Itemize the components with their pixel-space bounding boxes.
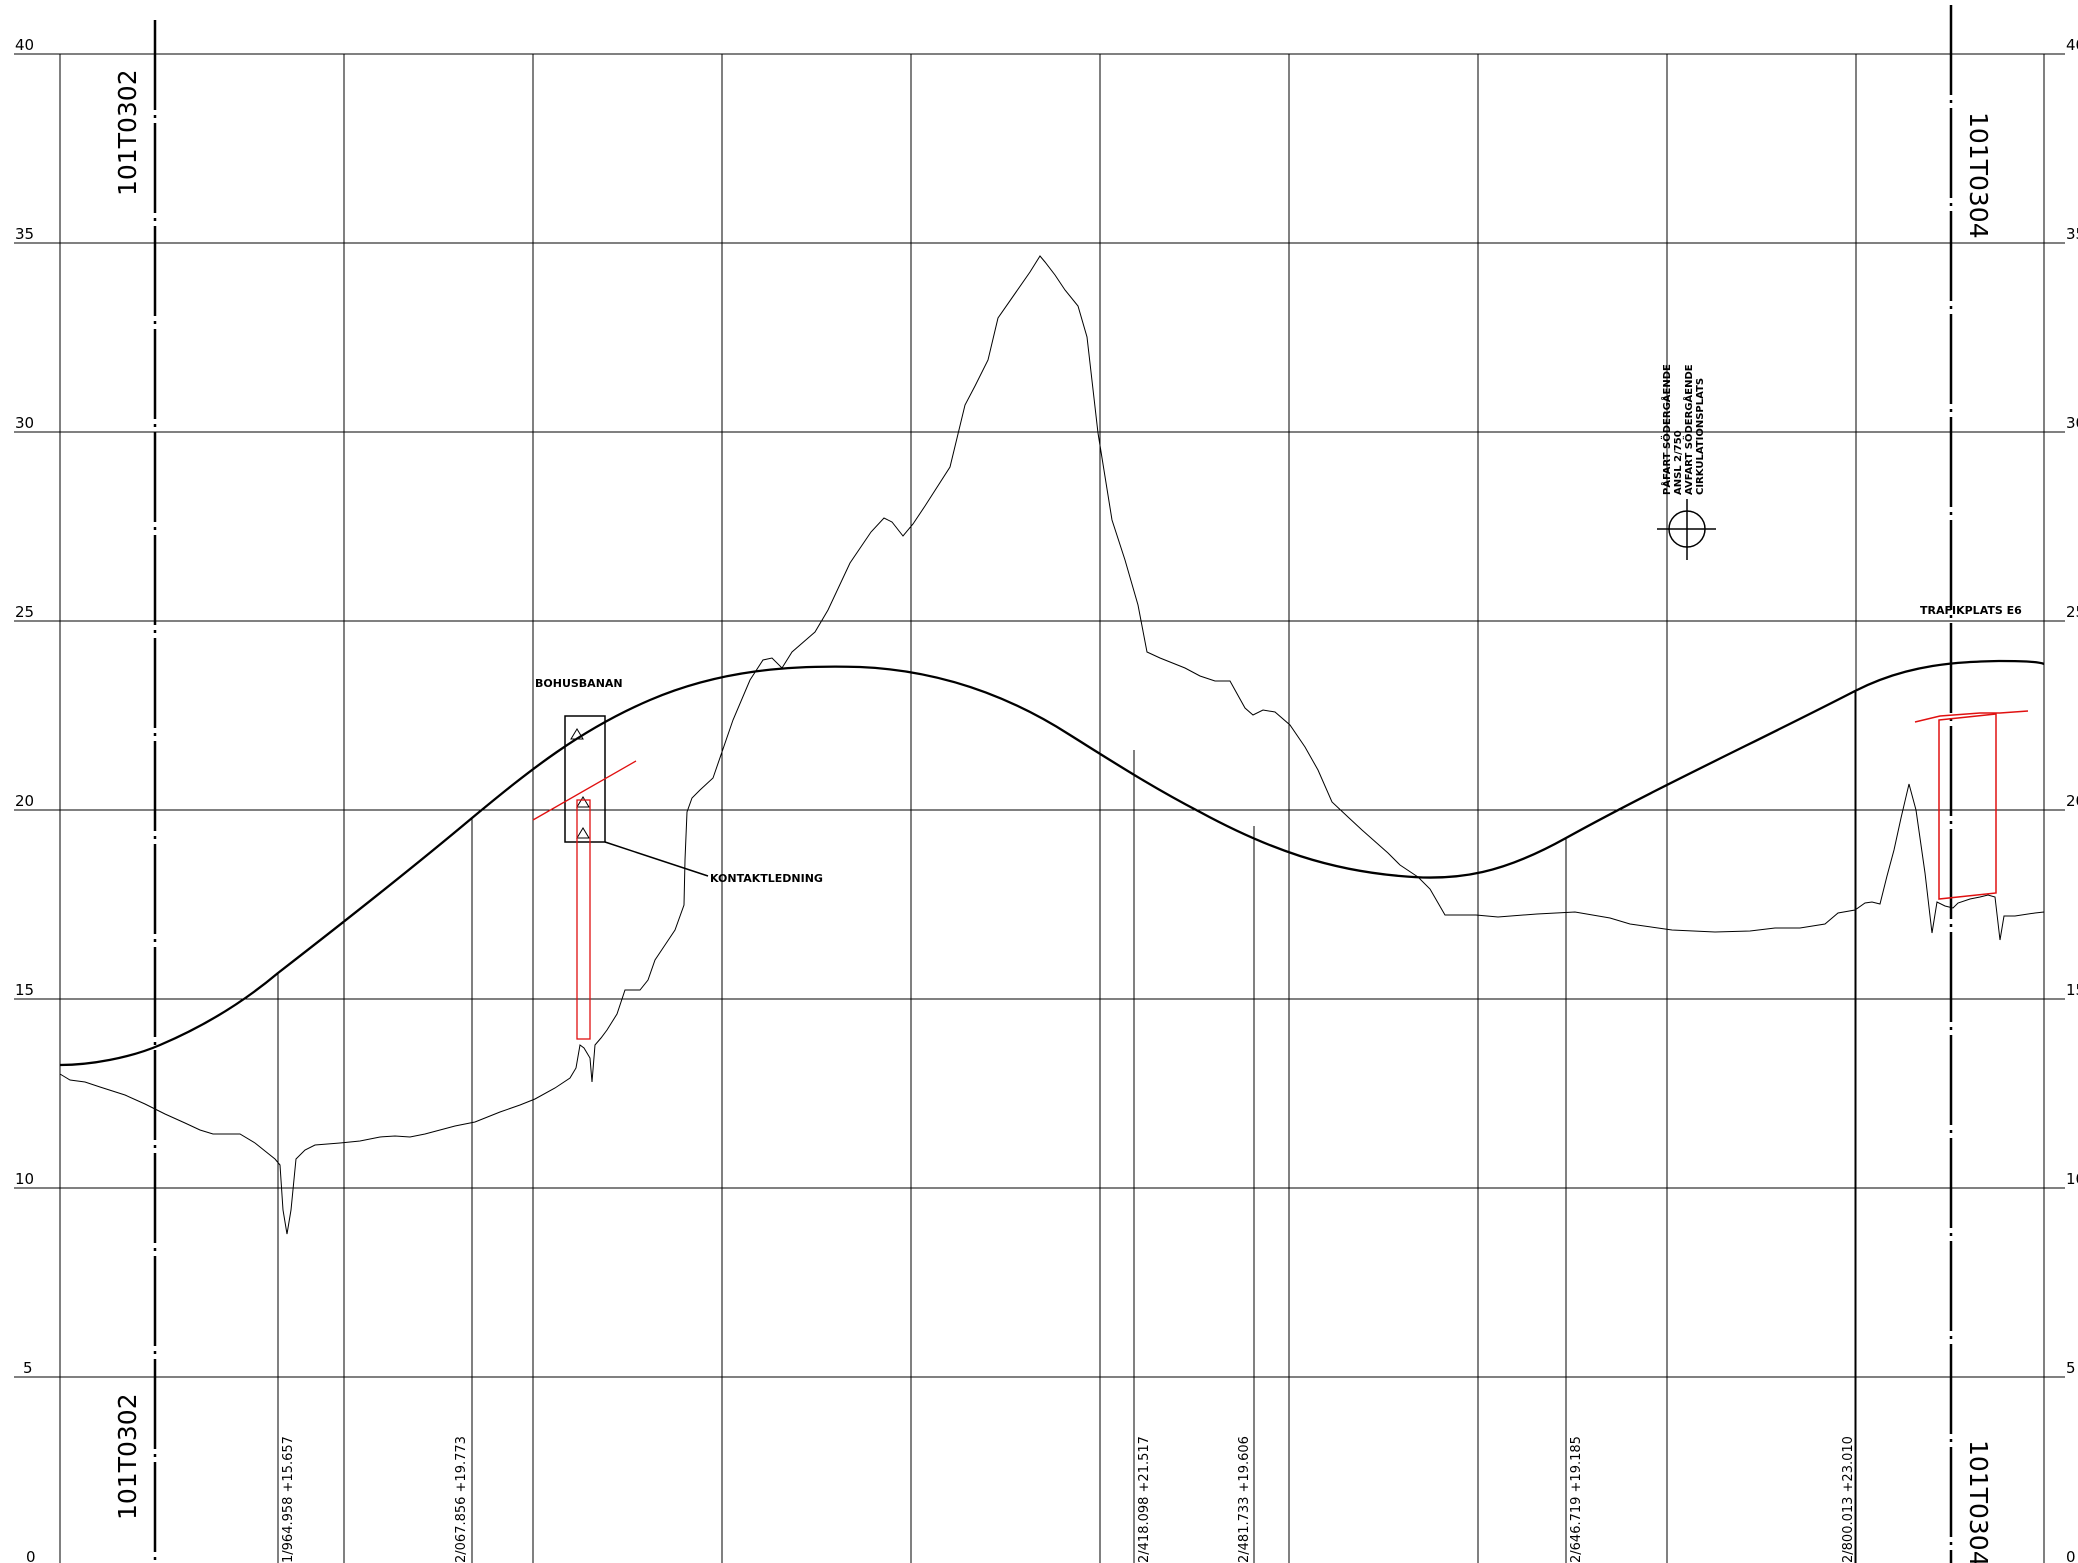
elevation-label-right-25: 25 (2066, 603, 2078, 621)
red-clearance-markings (532, 760, 637, 1040)
crosshair-icon (1657, 499, 1716, 560)
elevation-label-right-35: 35 (2066, 225, 2078, 243)
kontaktledning-label: KONTAKTLEDNING (710, 872, 823, 885)
sheet-ref-right-bottom: 101T0304 (1964, 1440, 1993, 1563)
elevation-label-right-40: 40 (2066, 36, 2078, 54)
elevation-label-30: 30 (15, 414, 34, 432)
elevation-label-right-15: 15 (2066, 981, 2078, 999)
elevation-label-10: 10 (15, 1170, 34, 1188)
chainage-label: 2/800.013 +23.010 (1841, 1436, 1856, 1563)
chainage-label: 2/067.856 +19.773 (454, 1436, 469, 1563)
match-lines (153, 5, 1953, 1563)
rail-symbols (570, 728, 590, 839)
ramp-note-1: PÅFART SÖDERGÅENDE (1659, 364, 1673, 495)
station-grid (59, 54, 2045, 1563)
elevation-label-5: 5 (23, 1359, 33, 1377)
bridge-outline (1914, 710, 2029, 900)
design-point-lines (277, 691, 1856, 1563)
elevation-label-0: 0 (26, 1548, 36, 1563)
elevation-label-right-5: 5 (2066, 1359, 2076, 1377)
chainage-label: 2/418.098 +21.517 (1137, 1436, 1152, 1563)
sheet-ref-left-bottom: 101T0302 (113, 1393, 142, 1520)
ramp-annotation: PÅFART SÖDERGÅENDE ANSL 2/750 AVFART SÖD… (1657, 364, 1716, 560)
sheet-ref-left-top: 101T0302 (113, 69, 142, 196)
kontaktledning-leader (604, 841, 709, 877)
chainage-label: 2/481.733 +19.606 (1237, 1436, 1252, 1563)
elevation-label-25: 25 (15, 603, 34, 621)
elevation-label-15: 15 (15, 981, 34, 999)
trafikplats-label: TRAFIKPLATS E6 (1920, 604, 2022, 617)
elevation-labels-left: 40 35 30 25 20 15 10 5 0 (15, 36, 36, 1563)
elevation-grid (14, 53, 2065, 1378)
elevation-label-right-30: 30 (2066, 414, 2078, 432)
chainage-labels: 1/964.958 +15.657 2/067.856 +19.773 2/41… (281, 1436, 1856, 1563)
elevation-label-35: 35 (15, 225, 34, 243)
elevation-label-right-10: 10 (2066, 1170, 2078, 1188)
sheet-ref-right-top: 101T0304 (1964, 112, 1993, 239)
ramp-note-2: ANSL 2/750 (1673, 430, 1684, 495)
chainage-label: 1/964.958 +15.657 (281, 1436, 296, 1563)
elevation-labels-right: 40 35 30 25 20 15 10 5 0 (2066, 36, 2078, 1563)
design-profile-line (59, 659, 2045, 1067)
bohusbanan-crossing: BOHUSBANAN KONTAKTLEDNING (532, 677, 823, 1040)
chainage-label: 2/646.719 +19.185 (1569, 1436, 1584, 1563)
ramp-note-4: CIRKULATIONSPLATS (1695, 378, 1706, 495)
elevation-label-40: 40 (15, 36, 34, 54)
elevation-label-right-20: 20 (2066, 792, 2078, 810)
trafikplats-e6-structure: TRAFIKPLATS E6 (1914, 604, 2029, 900)
bohusbanan-label: BOHUSBANAN (535, 677, 623, 690)
ramp-note-3: AVFART SÖDERGÅENDE (1681, 364, 1695, 495)
elevation-label-right-0: 0 (2066, 1548, 2076, 1563)
existing-ground-line (59, 255, 2045, 1235)
elevation-label-20: 20 (15, 792, 34, 810)
